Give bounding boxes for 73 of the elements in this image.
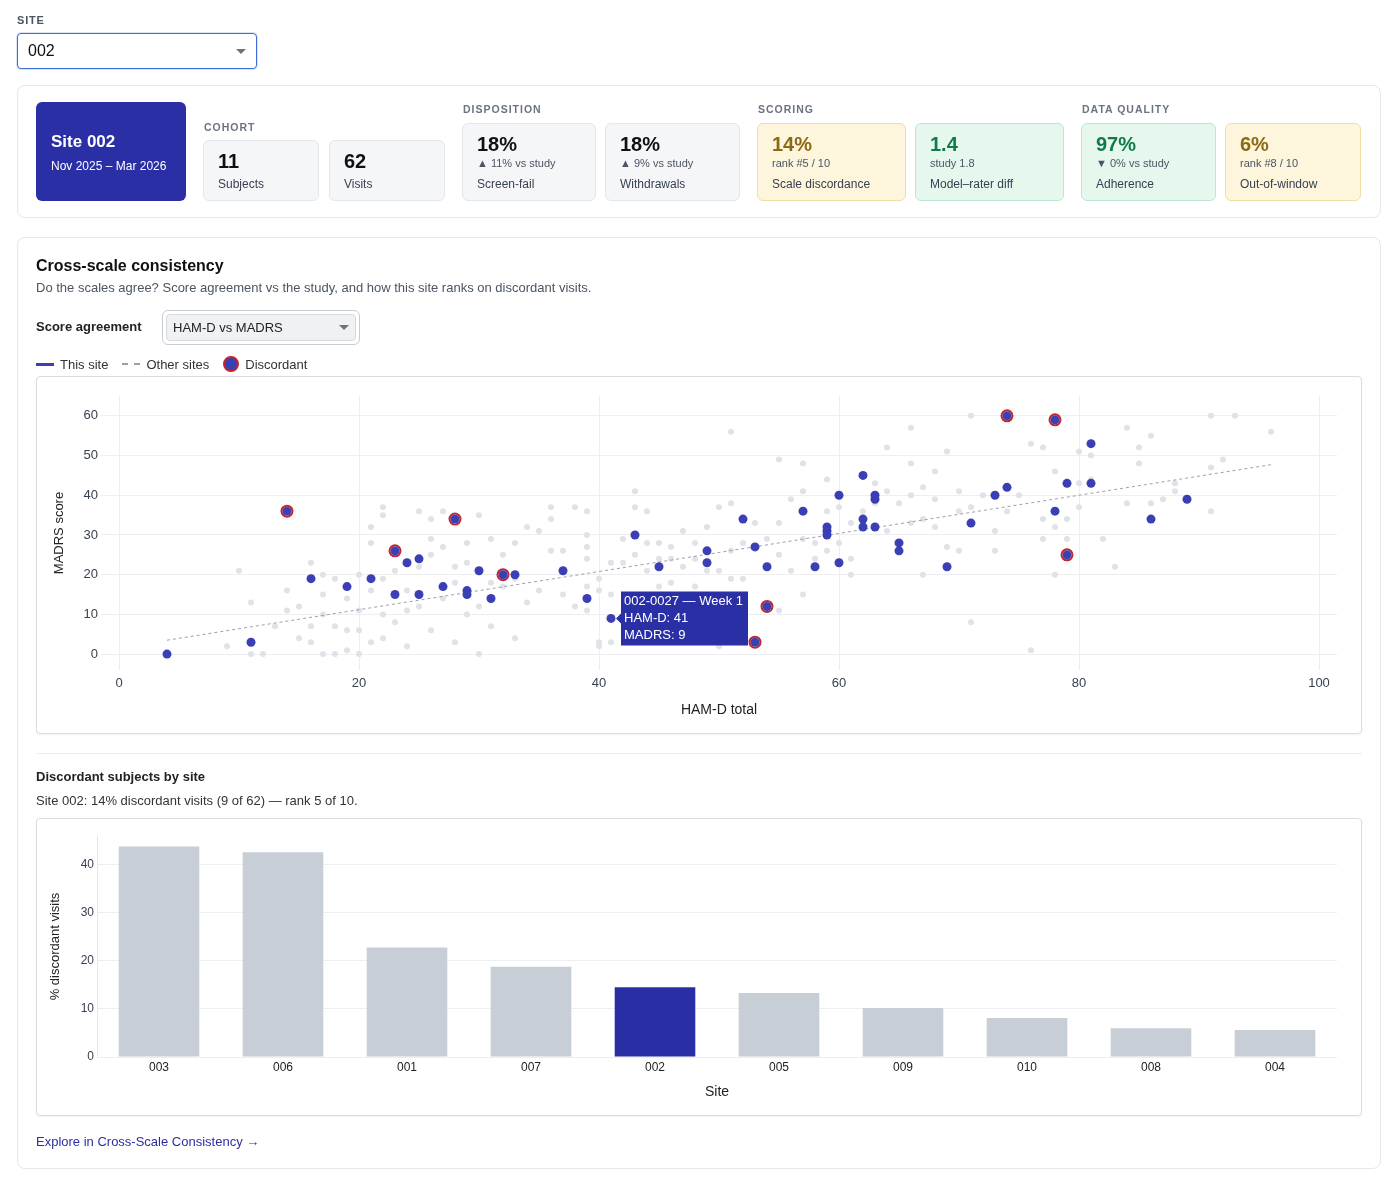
text: Explore in Cross-Scale Consistency →	[36, 1134, 260, 1150]
y-tick-label: 0	[87, 1049, 95, 1064]
chart-title: Discordant subjects by site	[36, 769, 206, 785]
dropdown-field: 002	[17, 33, 257, 69]
text: 18%	[620, 132, 661, 156]
x-tick-label: 100	[1308, 675, 1330, 691]
y-axis-title: MADRS score	[51, 491, 67, 575]
y-tick-label: 30	[80, 905, 95, 920]
legend-label: This site	[60, 356, 109, 372]
text: ▲ 9% vs study	[620, 156, 694, 170]
text: Score agreement	[36, 319, 142, 335]
text: 14%	[772, 132, 813, 156]
text: SCORING	[758, 102, 815, 116]
chart-subtitle: Do the scales agree? Score agreement vs the study, and how this site ranks on discordant visits.	[36, 280, 592, 296]
text: study 1.8	[930, 156, 975, 170]
x-tick-label: 60	[831, 675, 847, 691]
y-tick-label: 10	[80, 1001, 95, 1016]
text: 11	[218, 149, 240, 173]
chart-subtitle: Site 002: 14% discordant visits (9 of 62) — rank 5 of 10.	[36, 793, 358, 809]
x-tick-label: 003	[148, 1059, 170, 1074]
x-tick-label: 008	[1140, 1059, 1162, 1074]
text: ▼ 0% vs study	[1096, 156, 1170, 170]
annotation: 002-0027 — Week 1 HAM-D: 41 MADRS: 9	[624, 593, 743, 643]
text: Screen-fail	[477, 177, 535, 191]
text: Adherence	[1096, 177, 1155, 191]
y-tick-label: 40	[80, 857, 95, 872]
x-tick-label: 001	[396, 1059, 418, 1074]
y-tick-label: 10	[83, 605, 98, 621]
x-tick-label: 20	[351, 675, 367, 691]
x-tick-label: 009	[892, 1059, 914, 1074]
legend-label: Discordant	[245, 356, 308, 372]
x-tick-label: 80	[1071, 675, 1087, 691]
text: Nov 2025 – Mar 2026	[51, 158, 167, 174]
text: 62	[344, 149, 367, 173]
x-tick-label: 40	[591, 675, 607, 691]
text: 6%	[1240, 132, 1269, 156]
text: Subjects	[218, 177, 265, 191]
text: DISPOSITION	[463, 102, 542, 116]
y-tick-label: 20	[80, 953, 95, 968]
y-tick-label: 40	[83, 486, 98, 502]
y-tick-label: 0	[90, 645, 98, 661]
text: Model–rater diff	[930, 177, 1014, 191]
text: SITE	[17, 13, 45, 27]
y-tick-label: 50	[83, 447, 98, 463]
x-tick-label: 0	[115, 675, 123, 691]
dropdown-field: HAM-D vs MADRS	[162, 310, 360, 345]
chart-title: Cross-scale consistency	[36, 256, 224, 276]
x-tick-label: 004	[1264, 1059, 1286, 1074]
text: DATA QUALITY	[1082, 102, 1171, 116]
y-axis-title: % discordant visits	[47, 892, 63, 1001]
text: Out-of-window	[1240, 177, 1318, 191]
y-tick-label: 60	[83, 407, 98, 423]
x-tick-label: 007	[520, 1059, 542, 1074]
text: rank #5 / 10	[772, 156, 831, 170]
text: rank #8 / 10	[1240, 156, 1299, 170]
x-axis-title: HAM-D total	[680, 701, 758, 718]
y-tick-label: 20	[83, 566, 98, 582]
x-tick-label: 002	[644, 1059, 666, 1074]
x-tick-label: 010	[1016, 1059, 1038, 1074]
y-tick-label: 30	[83, 526, 98, 542]
x-axis-title: Site	[704, 1083, 730, 1100]
text: Scale discordance	[772, 177, 871, 191]
text: 1.4	[930, 132, 958, 156]
text: ▲ 11% vs study	[477, 156, 556, 170]
text: 18%	[477, 132, 518, 156]
legend-label: Other sites	[146, 356, 210, 372]
text: COHORT	[204, 120, 256, 134]
text: 97%	[1096, 132, 1137, 156]
x-tick-label: 005	[768, 1059, 790, 1074]
text: Site 002	[51, 131, 116, 153]
x-tick-label: 006	[272, 1059, 294, 1074]
text: Visits	[344, 177, 373, 191]
text: Withdrawals	[620, 177, 686, 191]
